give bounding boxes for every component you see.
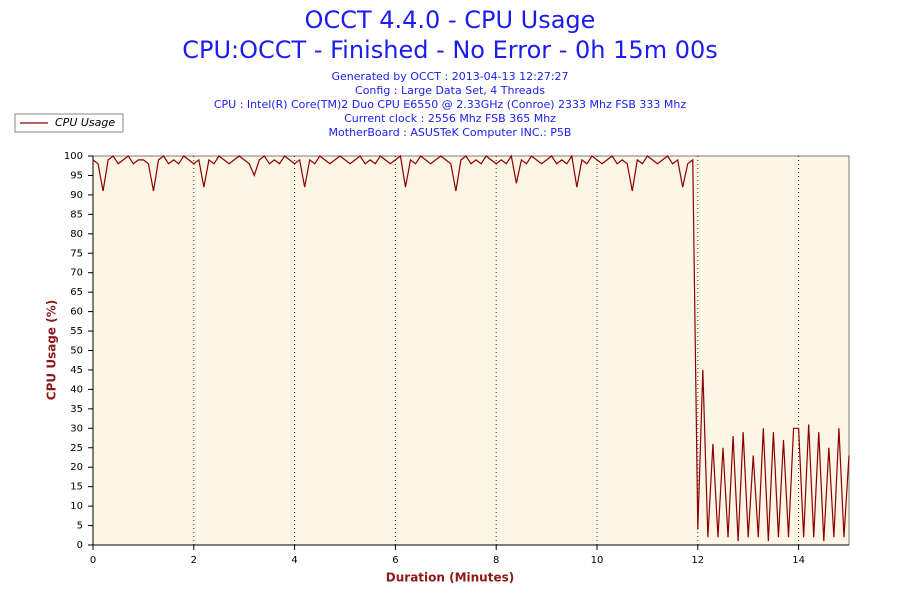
info-line: CPU : Intel(R) Core(TM)2 Duo CPU E6550 @… xyxy=(214,98,686,111)
y-tick-label: 95 xyxy=(70,170,83,181)
x-tick-label: 0 xyxy=(90,555,96,566)
info-line: Current clock : 2556 Mhz FSB 365 Mhz xyxy=(344,112,556,125)
y-tick-label: 75 xyxy=(70,248,83,259)
info-line: Generated by OCCT : 2013-04-13 12:27:27 xyxy=(331,70,568,83)
y-tick-label: 35 xyxy=(70,404,83,415)
y-tick-label: 70 xyxy=(70,268,83,279)
x-tick-label: 10 xyxy=(591,555,604,566)
x-tick-label: 8 xyxy=(493,555,499,566)
x-tick-label: 4 xyxy=(291,555,297,566)
y-tick-label: 0 xyxy=(77,540,83,551)
y-tick-label: 25 xyxy=(70,443,83,454)
y-tick-label: 15 xyxy=(70,482,83,493)
plot-border xyxy=(92,155,850,546)
y-tick-label: 30 xyxy=(70,423,83,434)
y-tick-label: 100 xyxy=(64,151,83,162)
info-line: Config : Large Data Set, 4 Threads xyxy=(355,84,545,97)
y-tick-label: 45 xyxy=(70,365,83,376)
data-line xyxy=(92,154,850,542)
y-tick-label: 80 xyxy=(70,229,83,240)
y-tick-label: 85 xyxy=(70,209,83,220)
x-tick-label: 12 xyxy=(691,555,704,566)
y-axis-label: CPU Usage (%) xyxy=(45,300,59,400)
x-axis-label: Duration (Minutes) xyxy=(386,571,514,585)
y-tick-label: 65 xyxy=(70,287,83,298)
x-tick-label: 2 xyxy=(191,555,197,566)
y-tick-label: 50 xyxy=(70,346,83,357)
y-tick-label: 40 xyxy=(70,384,83,395)
x-tick-label: 6 xyxy=(392,555,398,566)
chart-subtitle: CPU:OCCT - Finished - No Error - 0h 15m … xyxy=(182,36,718,64)
y-tick-label: 55 xyxy=(70,326,83,337)
y-tick-label: 90 xyxy=(70,190,83,201)
y-tick-label: 60 xyxy=(70,307,83,318)
legend-label: CPU Usage xyxy=(55,116,115,129)
y-tick-label: 10 xyxy=(70,501,83,512)
legend-box xyxy=(14,113,124,133)
y-tick-label: 5 xyxy=(77,521,83,532)
info-line: MotherBoard : ASUSTeK Computer INC.: P5B xyxy=(329,126,572,139)
y-tick-label: 20 xyxy=(70,462,83,473)
chart-title: OCCT 4.4.0 - CPU Usage xyxy=(305,6,596,34)
x-tick-label: 14 xyxy=(792,555,805,566)
plot-area xyxy=(93,156,849,545)
